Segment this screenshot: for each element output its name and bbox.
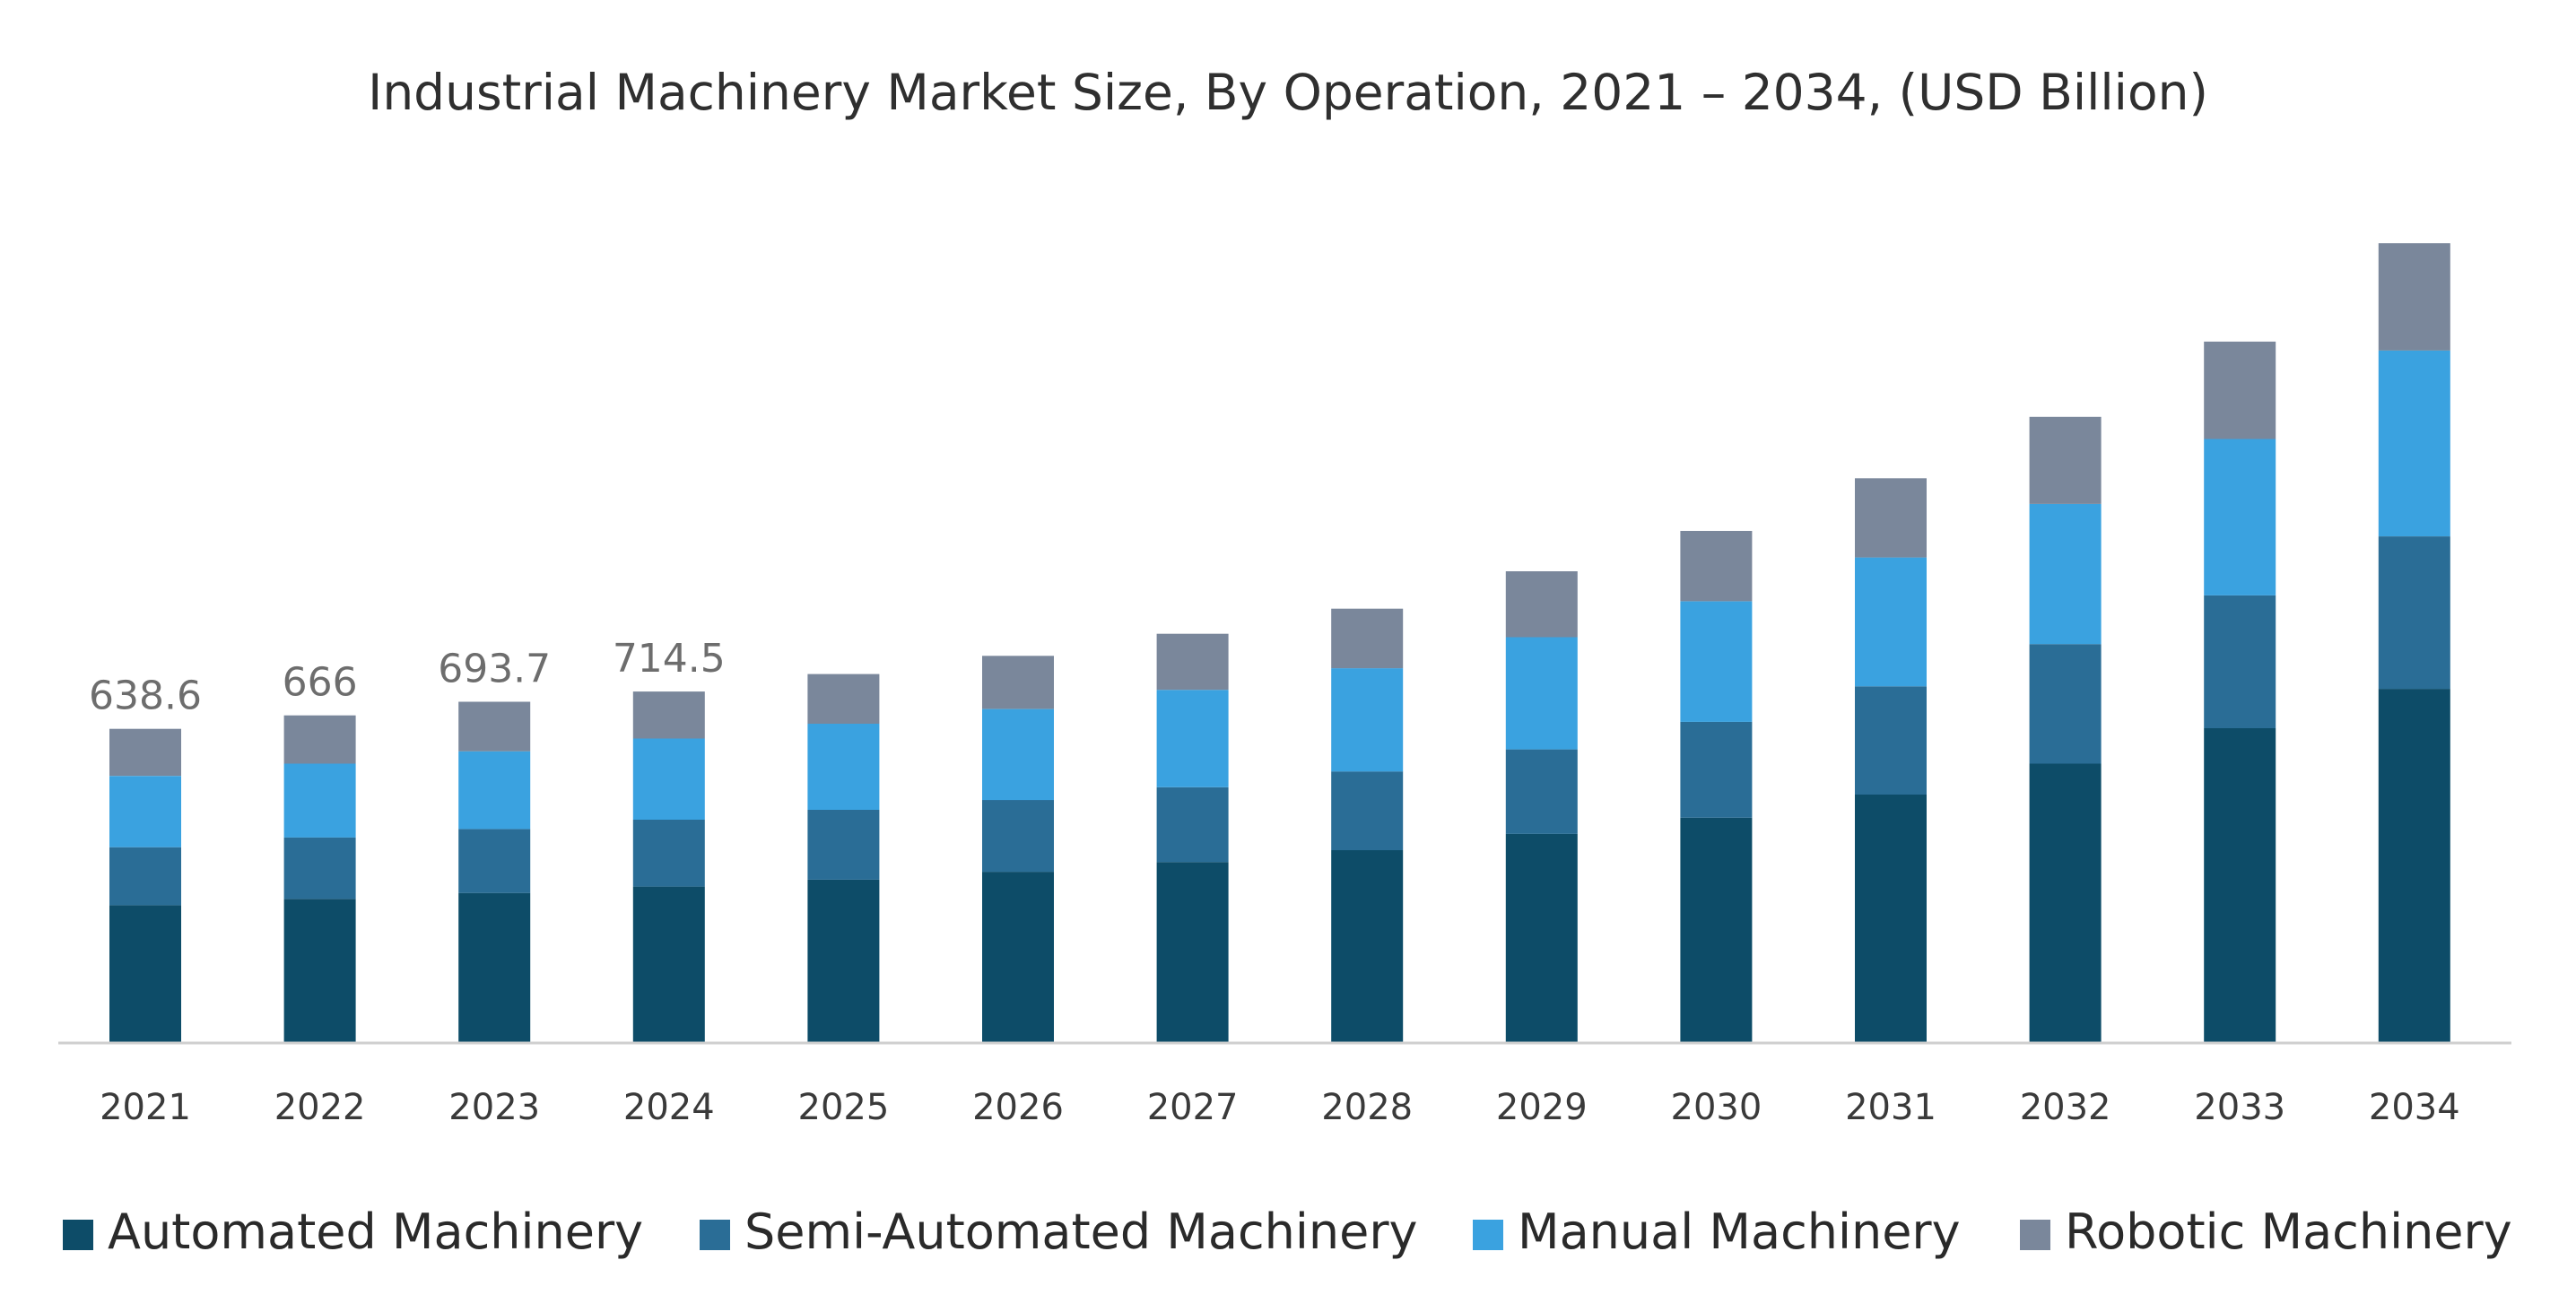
x-tick-2021: 2021 [100, 1087, 191, 1128]
legend-label-semi-automated-machinery: Semi-Automated Machinery [744, 1204, 1418, 1260]
x-tick-2025: 2025 [798, 1087, 890, 1128]
data-label-2021: 638.6 [89, 674, 202, 719]
data-label-2022: 666 [283, 660, 358, 706]
bar-semi-automated-machinery-2021 [109, 847, 181, 906]
bar-automated-machinery-2022 [283, 899, 356, 1043]
bar-semi-automated-machinery-2034 [2378, 536, 2450, 690]
bar-robotic-machinery-2032 [2029, 416, 2102, 504]
bar-robotic-machinery-2021 [109, 728, 181, 777]
data-labels: 638.6 666 693.7 714.5 [89, 636, 726, 719]
bar-semi-automated-machinery-2026 [982, 800, 1054, 873]
data-label-2024: 714.5 [613, 636, 726, 682]
data-label-2023: 693.7 [438, 647, 551, 692]
legend-swatch-automated-machinery [63, 1220, 93, 1250]
legend-label-robotic-machinery: Robotic Machinery [2065, 1204, 2512, 1260]
bar-semi-automated-machinery-2030 [1680, 721, 1753, 818]
bar-manual-machinery-2022 [283, 763, 356, 838]
bar-manual-machinery-2025 [807, 724, 880, 810]
x-tick-2030: 2030 [1671, 1087, 1762, 1128]
bar-manual-machinery-2026 [982, 708, 1054, 801]
x-tick-2032: 2032 [2020, 1087, 2111, 1128]
bar-semi-automated-machinery-2033 [2204, 595, 2276, 728]
x-tick-2026: 2026 [972, 1087, 1064, 1128]
bar-automated-machinery-2027 [1156, 862, 1229, 1043]
bar-robotic-machinery-2025 [807, 674, 880, 724]
x-tick-2034: 2034 [2369, 1087, 2460, 1128]
bar-automated-machinery-2031 [1855, 795, 1927, 1043]
bar-manual-machinery-2032 [2029, 503, 2102, 645]
bar-robotic-machinery-2026 [982, 656, 1054, 709]
bar-automated-machinery-2023 [458, 892, 531, 1043]
bar-robotic-machinery-2027 [1156, 633, 1229, 691]
bar-semi-automated-machinery-2032 [2029, 644, 2102, 764]
bar-robotic-machinery-2034 [2378, 243, 2450, 351]
legend: Automated Machinery Semi-Automated Machin… [63, 1204, 2512, 1260]
bar-manual-machinery-2021 [109, 776, 181, 847]
bar-automated-machinery-2025 [807, 879, 880, 1043]
bar-semi-automated-machinery-2025 [807, 810, 880, 880]
bar-automated-machinery-2030 [1680, 817, 1753, 1043]
bars-group [109, 243, 2450, 1043]
bar-manual-machinery-2028 [1331, 668, 1404, 772]
legend-label-manual-machinery: Manual Machinery [1518, 1204, 1961, 1260]
bar-manual-machinery-2023 [458, 751, 531, 830]
chart-title: Industrial Machinery Market Size, By Ope… [368, 64, 2208, 121]
x-tick-2028: 2028 [1321, 1087, 1413, 1128]
x-tick-labels: 2021 2022 2023 2024 2025 2026 2027 2028 2029 2030… [100, 1087, 2460, 1128]
bar-semi-automated-machinery-2024 [632, 820, 705, 887]
legend-swatch-manual-machinery [1473, 1220, 1503, 1250]
bar-automated-machinery-2033 [2204, 728, 2276, 1043]
x-tick-2029: 2029 [1496, 1087, 1588, 1128]
bar-automated-machinery-2021 [109, 905, 181, 1043]
legend-swatch-robotic-machinery [2020, 1220, 2050, 1250]
bar-semi-automated-machinery-2029 [1505, 749, 1578, 834]
bar-semi-automated-machinery-2028 [1331, 771, 1404, 850]
bar-robotic-machinery-2024 [632, 691, 705, 739]
x-tick-2023: 2023 [448, 1087, 540, 1128]
bar-robotic-machinery-2028 [1331, 608, 1404, 669]
x-tick-2027: 2027 [1147, 1087, 1239, 1128]
x-tick-2024: 2024 [623, 1087, 715, 1128]
bar-semi-automated-machinery-2023 [458, 829, 531, 893]
bar-semi-automated-machinery-2022 [283, 837, 356, 900]
bar-automated-machinery-2024 [632, 886, 705, 1043]
bar-manual-machinery-2024 [632, 738, 705, 820]
bar-automated-machinery-2029 [1505, 833, 1578, 1043]
legend-label-automated-machinery: Automated Machinery [108, 1204, 643, 1260]
bar-manual-machinery-2033 [2204, 439, 2276, 595]
bar-manual-machinery-2034 [2378, 350, 2450, 536]
bar-automated-machinery-2026 [982, 872, 1054, 1043]
bar-robotic-machinery-2022 [283, 715, 356, 764]
x-tick-2031: 2031 [1845, 1087, 1936, 1128]
bar-semi-automated-machinery-2027 [1156, 787, 1229, 863]
bar-semi-automated-machinery-2031 [1855, 686, 1927, 795]
x-tick-2022: 2022 [274, 1087, 366, 1128]
bar-robotic-machinery-2033 [2204, 341, 2276, 439]
bar-automated-machinery-2032 [2029, 763, 2102, 1043]
bar-automated-machinery-2034 [2378, 689, 2450, 1043]
bar-automated-machinery-2028 [1331, 850, 1404, 1043]
bar-robotic-machinery-2023 [458, 701, 531, 752]
bar-manual-machinery-2027 [1156, 690, 1229, 787]
bar-robotic-machinery-2030 [1680, 531, 1753, 602]
bar-manual-machinery-2031 [1855, 557, 1927, 687]
bar-robotic-machinery-2031 [1855, 478, 1927, 558]
legend-swatch-semi-automated-machinery [700, 1220, 730, 1250]
bar-manual-machinery-2029 [1505, 637, 1578, 750]
x-tick-2033: 2033 [2194, 1087, 2285, 1128]
bar-robotic-machinery-2029 [1505, 571, 1578, 638]
bar-manual-machinery-2030 [1680, 601, 1753, 722]
